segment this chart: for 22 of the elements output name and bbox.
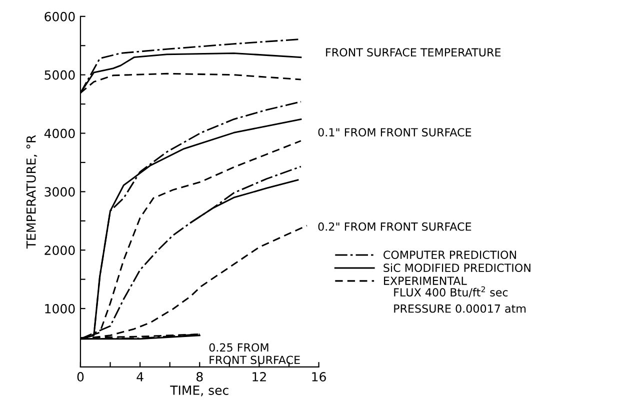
y-tick-label: 4000 xyxy=(44,128,75,138)
annotation: 0.2" FROM FRONT SURFACE xyxy=(318,222,472,231)
text: FRONT SURFACE TEMPERATURE xyxy=(326,48,501,57)
legend-label: SiC MODIFIED PREDICTION xyxy=(384,263,530,272)
x-tick-label: 4 xyxy=(136,372,144,382)
legend-label: EXPERIMENTAL xyxy=(384,276,467,285)
y-tick-label: 5000 xyxy=(44,70,75,80)
x-tick-label: 0 xyxy=(77,372,84,382)
text: FLUX 400 Btu/ft$^{2}$ sec xyxy=(394,286,508,298)
x-tick-label: 16 xyxy=(312,372,326,382)
x-axis-title: TIME, sec xyxy=(170,386,228,396)
text: PRESSURE 0.00017 atm xyxy=(394,304,526,313)
y-tick-label: 6000 xyxy=(44,12,75,22)
y-axis-title: TEMPERATURE, °R xyxy=(26,135,38,249)
y-tick-label: 3000 xyxy=(44,187,75,197)
x-tick-label: 8 xyxy=(196,372,203,382)
legend-label: COMPUTER PREDICTION xyxy=(384,250,516,260)
annotation: 0.25 FROM FRONT SURFACE xyxy=(209,343,300,364)
x-tick-label: 12 xyxy=(252,372,266,382)
annotation: 0.1" FROM FRONT SURFACE xyxy=(318,128,472,136)
y-tick-label: 1000 xyxy=(45,304,75,314)
y-tick-label: 2000 xyxy=(44,246,75,256)
